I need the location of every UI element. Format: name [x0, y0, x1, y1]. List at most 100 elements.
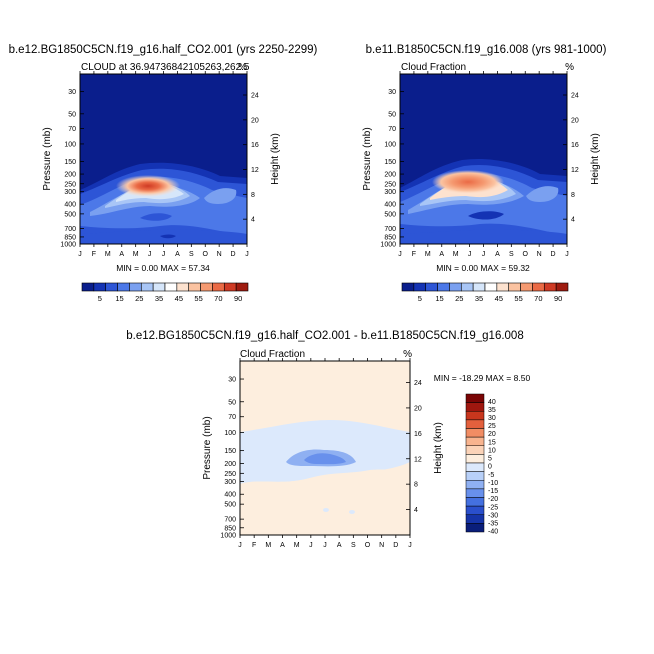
colorbar-swatch: [496, 282, 510, 292]
x-tick-label: J: [78, 251, 82, 258]
y-right-tick-label: 20: [251, 117, 259, 124]
colorbar-swatch: [465, 402, 485, 412]
colorbar-swatch: [484, 282, 498, 292]
colorbar-swatch: [164, 282, 178, 292]
colorbar-label: -35: [488, 521, 498, 528]
y-tick-label: 250: [224, 471, 236, 478]
x-tick-label: M: [453, 251, 459, 258]
y-tick-label: 850: [64, 234, 76, 241]
colorbar-label: 45: [175, 294, 183, 303]
y-tick-label: 250: [384, 181, 396, 188]
colorbar-swatch: [555, 282, 569, 292]
colorbar-swatch: [465, 419, 485, 429]
colorbar-label: 5: [418, 294, 422, 303]
colorbar-swatch: [437, 282, 450, 292]
colorbar-label: 70: [534, 294, 542, 303]
y-tick-label: 400: [224, 492, 236, 499]
y-tick-label: 100: [64, 141, 76, 148]
panel-2-subtitle: Cloud Fraction: [401, 62, 466, 73]
x-tick-label: S: [189, 251, 194, 258]
colorbar-swatch: [465, 462, 485, 472]
x-tick-label: D: [393, 542, 398, 549]
colorbar-swatch: [235, 282, 249, 292]
panel-3: b.e12.BG1850C5CN.f19_g16.half_CO2.001 - …: [126, 330, 530, 549]
colorbar-swatch: [425, 282, 438, 292]
y-tick-label: 100: [384, 141, 396, 148]
panel-2-title: b.e11.B1850C5CN.f19_g16.008 (yrs 981-100…: [366, 44, 607, 56]
colorbar-swatch: [520, 282, 533, 292]
colorbar-label: 40: [488, 399, 496, 406]
colorbar-swatch: [460, 282, 474, 292]
colorbar-swatch: [532, 282, 545, 292]
panel-1: b.e12.BG1850C5CN.f19_g16.half_CO2.001 (y…: [9, 44, 318, 303]
x-tick-label: J: [482, 251, 486, 258]
panel-1-field: [80, 74, 247, 244]
colorbar-swatch: [140, 282, 154, 292]
colorbar-swatch: [152, 282, 166, 292]
x-tick-label: O: [203, 251, 209, 258]
y-right-tick-label: 20: [414, 405, 422, 412]
colorbar-swatch: [401, 282, 415, 292]
x-tick-label: D: [231, 251, 236, 258]
panel-3-stats: MIN = -18.29 MAX = 8.50: [434, 373, 531, 383]
colorbar-label: 15: [488, 439, 496, 446]
y-tick-label: 850: [384, 234, 396, 241]
colorbar-label: 30: [488, 415, 496, 422]
colorbar-label: 35: [155, 294, 163, 303]
x-tick-label: J: [565, 251, 569, 258]
colorbar-swatch: [465, 393, 485, 403]
colorbar-label: -5: [488, 472, 494, 479]
panel-1-stats: MIN = 0.00 MAX = 57.34: [116, 263, 210, 273]
colorbar-swatch: [465, 514, 485, 524]
y-tick-label: 500: [384, 211, 396, 218]
y-tick-label: 250: [64, 181, 76, 188]
panel-2-field: [400, 74, 567, 244]
y-right-tick-label: 16: [571, 142, 579, 149]
colorbar-swatch: [465, 523, 485, 533]
colorbar-label: 90: [234, 294, 242, 303]
colorbar-swatch: [117, 282, 130, 292]
y-right-tick-label: 24: [571, 93, 579, 100]
x-tick-label: N: [537, 251, 542, 258]
y-tick-label: 200: [384, 172, 396, 179]
y-tick-label: 30: [68, 89, 76, 96]
y-tick-label: 70: [68, 126, 76, 133]
y-tick-label: 150: [224, 448, 236, 455]
colorbar-swatch: [465, 488, 485, 498]
colorbar-label: 5: [488, 456, 492, 463]
y-right-tick-label: 12: [414, 456, 422, 463]
colorbar-swatch: [465, 471, 485, 481]
colorbar-swatch: [465, 445, 485, 455]
y-right-tick-label: 4: [571, 217, 575, 224]
colorbar-label: 45: [495, 294, 503, 303]
y-right-tick-label: 8: [571, 192, 575, 199]
y-right-tick-label: 12: [571, 167, 579, 174]
panel-2-ylabel-right: Height (km): [590, 133, 601, 185]
y-right-tick-label: 4: [251, 217, 255, 224]
y-right-tick-label: 4: [414, 507, 418, 514]
colorbar-label: -40: [488, 529, 498, 536]
x-tick-label: M: [294, 542, 300, 549]
y-tick-label: 700: [64, 226, 76, 233]
y-tick-label: 500: [224, 502, 236, 509]
y-tick-label: 100: [224, 430, 236, 437]
x-tick-label: N: [217, 251, 222, 258]
y-tick-label: 1000: [60, 242, 76, 249]
colorbar-swatch: [465, 436, 485, 446]
y-right-tick-label: 24: [251, 93, 259, 100]
colorbar-swatch: [105, 282, 118, 292]
panel-2: b.e11.B1850C5CN.f19_g16.008 (yrs 981-100…: [362, 44, 607, 303]
y-tick-label: 700: [384, 226, 396, 233]
colorbar-swatch: [81, 282, 95, 292]
y-tick-label: 200: [224, 461, 236, 468]
x-tick-label: J: [245, 251, 249, 258]
y-tick-label: 300: [224, 479, 236, 486]
x-tick-label: F: [92, 251, 96, 258]
x-tick-label: A: [175, 251, 180, 258]
colorbar-swatch: [449, 282, 462, 292]
y-right-tick-label: 8: [414, 482, 418, 489]
panel-1-units: %: [238, 62, 247, 73]
x-tick-label: M: [425, 251, 431, 258]
colorbar-swatch: [188, 282, 201, 292]
